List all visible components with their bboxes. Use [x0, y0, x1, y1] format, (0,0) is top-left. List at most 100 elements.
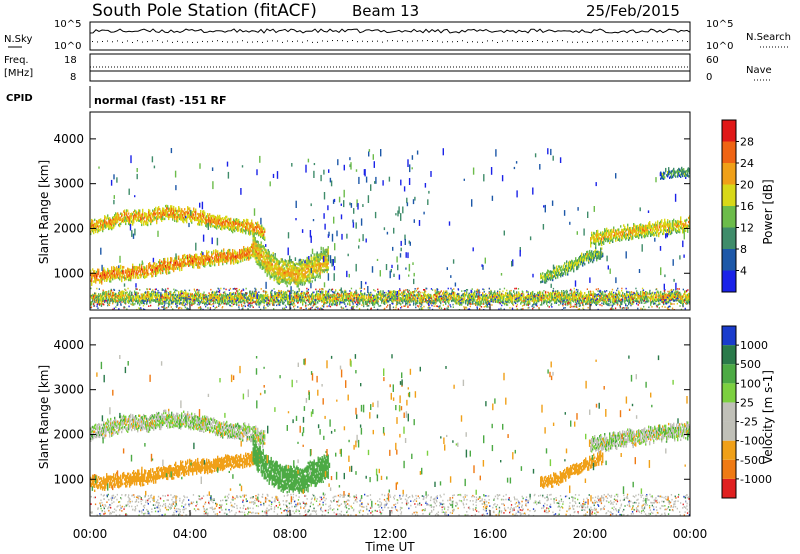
heatmap-cell: [317, 259, 319, 262]
heatmap-cell: [498, 300, 500, 304]
heatmap-cell: [102, 291, 104, 294]
heatmap-cell: [206, 219, 208, 222]
heatmap-cell: [448, 298, 450, 301]
heatmap-cell: [168, 271, 170, 275]
heatmap-cell: [650, 297, 652, 300]
heatmap-cell: [191, 211, 193, 214]
heatmap-cell: [584, 296, 586, 299]
heatmap-cell: [298, 273, 300, 276]
heatmap-cell: [289, 280, 291, 284]
heatmap-cell: [298, 277, 300, 280]
heatmap-cell: [217, 301, 219, 304]
heatmap-cell: [266, 301, 268, 304]
heatmap-cell: [104, 225, 106, 228]
heatmap-cell: [511, 293, 513, 296]
heatmap-cell: [246, 250, 248, 253]
heatmap-cell: [301, 271, 303, 274]
heatmap-cell: [663, 302, 665, 306]
heatmap-cell: [506, 303, 508, 306]
heatmap-cell: [116, 215, 118, 218]
heatmap-cell: [313, 263, 315, 266]
heatmap-cell: [273, 266, 275, 270]
heatmap-cell: [511, 295, 513, 298]
heatmap-cell: [564, 300, 566, 303]
heatmap-cell: [180, 258, 182, 261]
heatmap-cell: [464, 294, 466, 297]
heatmap-cell: [99, 218, 101, 222]
heatmap-cell: [129, 298, 131, 301]
heatmap-cell: [98, 278, 100, 282]
heatmap-cell: [250, 226, 252, 229]
heatmap-cell: [313, 259, 315, 262]
heatmap-cell: [468, 302, 470, 305]
heatmap-cell: [561, 290, 563, 293]
heatmap-cell: [412, 295, 414, 298]
heatmap-cell: [130, 296, 132, 300]
heatmap-cell: [252, 251, 254, 254]
heatmap-cell: [122, 296, 124, 299]
heatmap-cell: [644, 294, 646, 297]
heatmap-cell: [298, 261, 300, 264]
heatmap-cell: [141, 213, 143, 216]
heatmap-cell: [502, 299, 504, 302]
heatmap-cell: [182, 218, 184, 221]
heatmap-cell: [204, 255, 206, 258]
heatmap-cell: [369, 297, 371, 301]
heatmap-cell: [95, 275, 97, 278]
heatmap-cell: [300, 294, 302, 298]
heatmap-cell: [222, 252, 224, 256]
heatmap-cell: [114, 277, 116, 280]
heatmap-cell: [313, 265, 315, 268]
heatmap-cell: [248, 232, 250, 235]
heatmap-cell: [212, 257, 214, 260]
heatmap-cell: [649, 296, 651, 300]
heatmap-cell: [232, 297, 234, 300]
heatmap-cell: [282, 270, 284, 273]
heatmap-cell: [114, 297, 116, 301]
heatmap-cell: [414, 298, 416, 301]
heatmap-cell: [398, 290, 400, 293]
heatmap-cell: [165, 269, 167, 272]
heatmap-cell: [167, 205, 169, 208]
heatmap-cell: [483, 300, 485, 303]
heatmap-cell: [119, 270, 121, 273]
heatmap-cell: [112, 276, 114, 279]
heatmap-cell: [448, 302, 450, 305]
heatmap-cell: [168, 300, 170, 304]
heatmap-cell: [314, 268, 316, 272]
heatmap-cell: [304, 296, 306, 299]
heatmap-cell: [229, 224, 231, 227]
heatmap-cell: [429, 296, 431, 299]
heatmap-cell: [170, 265, 172, 268]
heatmap-cell: [146, 217, 148, 220]
heatmap-cell: [622, 300, 624, 303]
heatmap-cell: [92, 221, 94, 225]
heatmap-cell: [233, 222, 235, 225]
heatmap-cell: [579, 292, 581, 295]
heatmap-cell: [323, 262, 325, 266]
heatmap-cell: [147, 298, 149, 302]
heatmap-cell: [275, 259, 277, 263]
heatmap-cell: [150, 272, 152, 275]
heatmap-cell: [426, 296, 428, 300]
heatmap-cell: [603, 296, 605, 299]
heatmap-cell: [556, 298, 558, 302]
heatmap-cell: [241, 227, 243, 231]
heatmap-cell: [250, 224, 252, 227]
heatmap-cell: [258, 253, 260, 257]
heatmap-cell: [113, 269, 115, 273]
heatmap-cell: [394, 298, 396, 301]
heatmap-cell: [329, 298, 331, 302]
heatmap-cell: [559, 300, 561, 303]
heatmap-cell: [94, 280, 96, 283]
heatmap-cell: [91, 296, 93, 300]
heatmap-cell: [94, 274, 96, 277]
heatmap-cell: [338, 297, 340, 300]
heatmap-cell: [222, 225, 224, 228]
heatmap-cell: [128, 218, 130, 221]
heatmap-cell: [149, 295, 151, 298]
heatmap-cell: [169, 267, 171, 270]
heatmap-cell: [170, 215, 172, 218]
heatmap-cell: [241, 254, 243, 258]
heatmap-cell: [172, 293, 174, 297]
